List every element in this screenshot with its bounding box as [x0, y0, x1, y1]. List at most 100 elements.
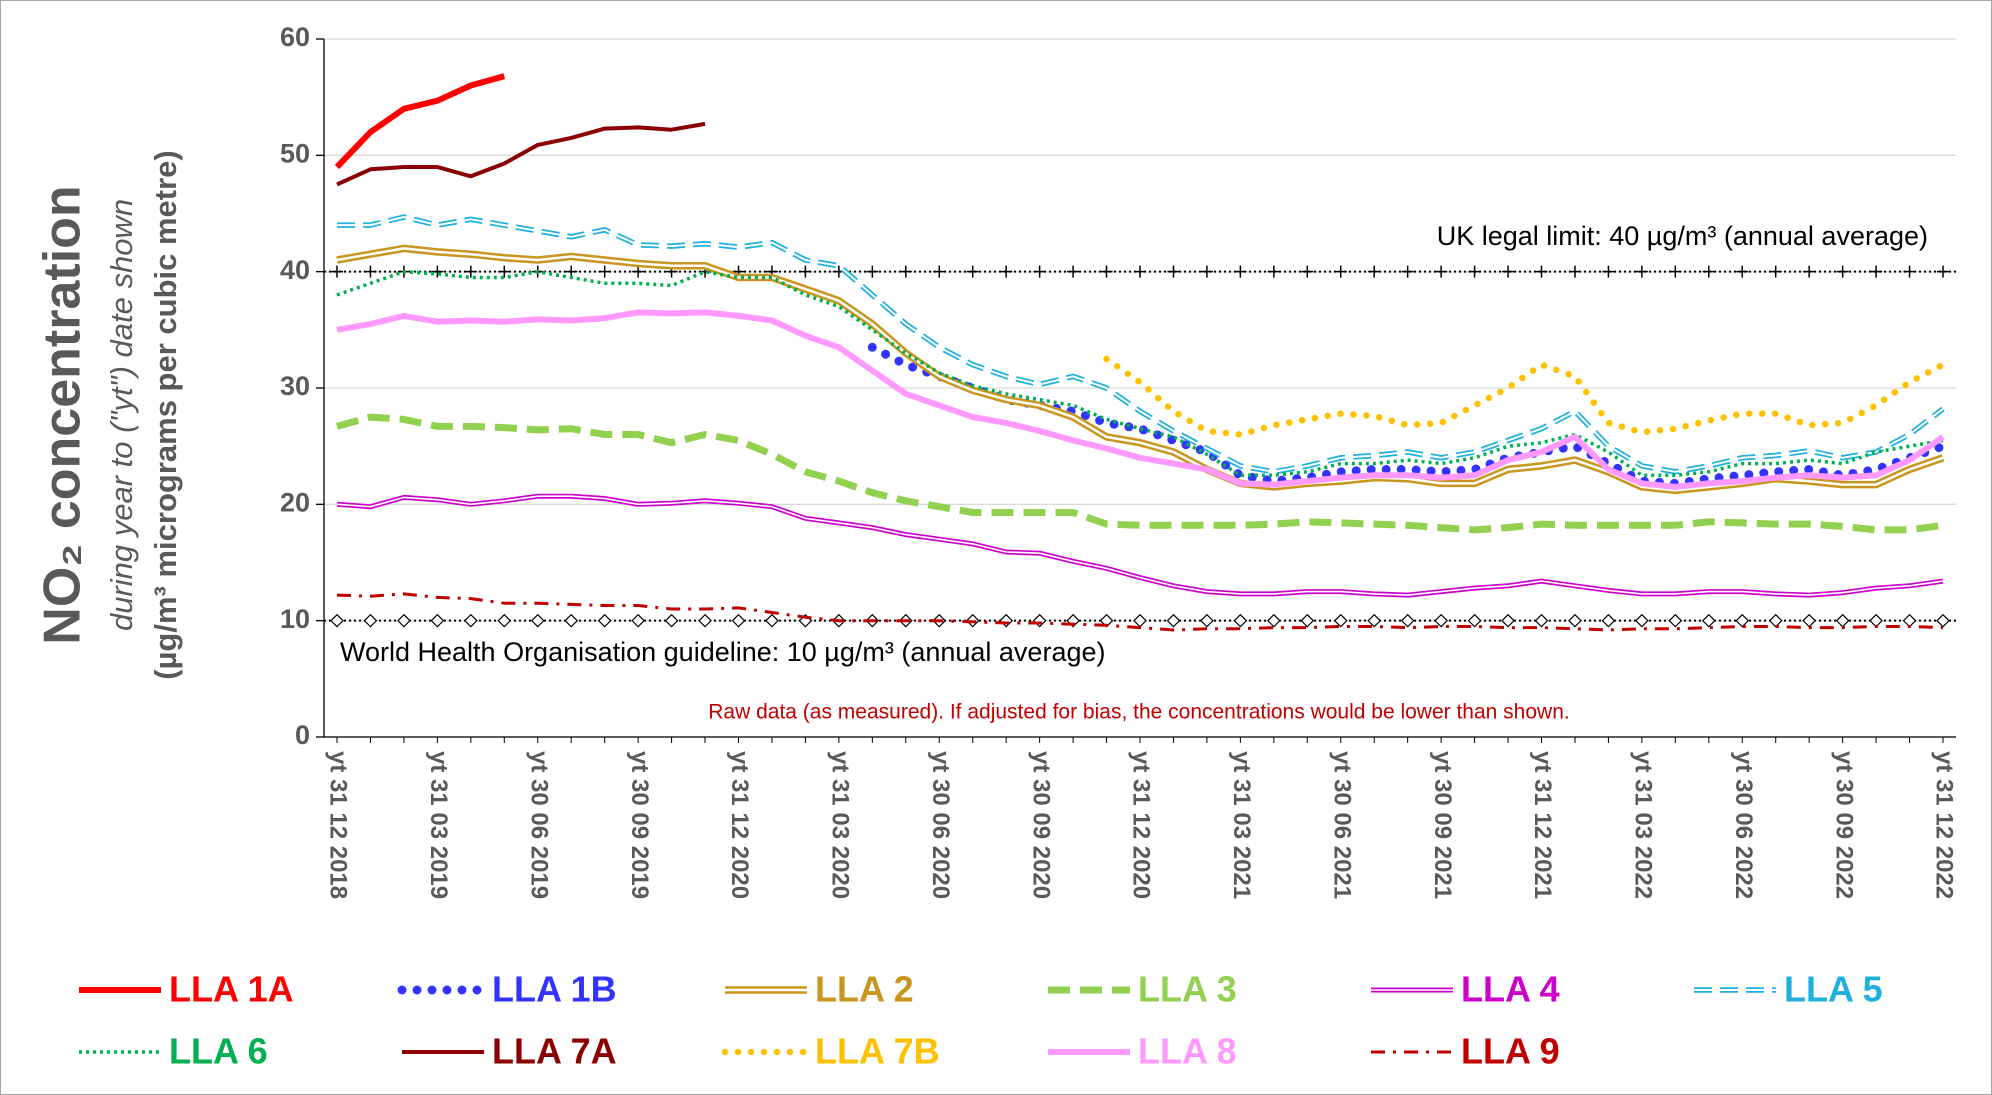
reference-marker [1602, 265, 1615, 278]
reference-marker [364, 265, 377, 278]
reference-marker [1033, 265, 1046, 278]
reference-marker [430, 613, 445, 628]
series-line [336, 413, 1944, 534]
reference-marker [1401, 265, 1414, 278]
x-tick-label: yt 31 12 2020 [1128, 751, 1155, 899]
y-tick-label: 40 [280, 255, 310, 285]
reference-marker [1434, 613, 1448, 628]
x-tick-label: yt 31 03 2021 [1228, 751, 1255, 899]
x-tick-label: yt 30 06 2019 [525, 751, 552, 899]
y-tick-label: 60 [280, 22, 310, 52]
reference-marker [1266, 613, 1281, 628]
legend-label: LLA 9 [1461, 1031, 1560, 1072]
reference-marker [698, 613, 712, 628]
reference-marker [598, 265, 611, 278]
x-tick-label: yt 30 09 2021 [1429, 751, 1456, 899]
series-line [336, 121, 706, 187]
y-tick-label: 0 [295, 720, 310, 750]
reference-marker [363, 613, 378, 628]
reference-marker [1735, 613, 1750, 628]
reference-marker [1534, 613, 1549, 628]
reference-marker [1768, 613, 1783, 628]
reference-marker [899, 265, 912, 278]
reference-marker [1467, 613, 1482, 628]
y-tick-label: 10 [280, 604, 310, 634]
reference-marker [1301, 265, 1314, 278]
reference-marker [933, 265, 946, 278]
y-axis-title: NO₂ concentration [34, 185, 92, 644]
reference-marker [664, 613, 679, 628]
reference-marker [1635, 265, 1648, 278]
reference-marker [530, 613, 545, 628]
reference-marker [597, 613, 612, 628]
reference-marker [1067, 265, 1080, 278]
reference-marker [1568, 265, 1581, 278]
legend-label: LLA 2 [815, 969, 914, 1010]
reference-marker [1367, 613, 1382, 628]
reference-marker [1669, 265, 1682, 278]
x-tick-label: yt 30 09 2022 [1830, 751, 1857, 899]
series-line-inner [337, 216, 1944, 473]
reference-marker [799, 265, 812, 278]
series-line [1103, 355, 1947, 438]
reference-marker [765, 613, 779, 628]
legend-label: LLA 5 [1784, 969, 1883, 1010]
reference-marker [1166, 613, 1181, 628]
x-tick-label: yt 30 09 2020 [1027, 751, 1054, 899]
reference-marker [1233, 613, 1248, 628]
legend-label: LLA 4 [1461, 969, 1560, 1010]
series-line [336, 269, 1944, 478]
x-tick-label: yt 30 06 2022 [1730, 751, 1757, 899]
reference-marker [1701, 613, 1716, 628]
x-tick-label: yt 30 06 2021 [1328, 751, 1355, 899]
reference-marker [1334, 265, 1347, 278]
reference-marker [564, 613, 579, 628]
x-tick-label: yt 31 12 2020 [726, 751, 753, 899]
y-axis-units: (µg/m³ micrograms per cubic metre) [148, 150, 183, 680]
reference-marker [565, 265, 578, 278]
reference-marker [1937, 265, 1949, 278]
reference-marker [1803, 265, 1816, 278]
reference-marker [1501, 613, 1515, 628]
reference-marker [1368, 265, 1381, 278]
y-axis-subtitle: during year to ("yt") date shown [104, 199, 139, 631]
x-tick-label: yt 31 03 2019 [425, 751, 452, 899]
reference-marker [1836, 265, 1849, 278]
series-line-inner [336, 495, 1944, 596]
reference-marker [1167, 265, 1180, 278]
x-tick-label: yt 31 03 2020 [827, 751, 854, 899]
reference-marker [1502, 265, 1515, 278]
reference-marker [1267, 265, 1280, 278]
reference-marker [1769, 265, 1782, 278]
reference-marker [1134, 265, 1146, 278]
reference-marker [1535, 265, 1548, 278]
reference-marker [1100, 265, 1113, 278]
reference-label: UK legal limit: 40 µg/m³ (annual average… [1437, 221, 1928, 251]
reference-marker [464, 265, 477, 278]
series-line-inner [336, 247, 1944, 492]
reference-marker [1234, 265, 1247, 278]
series-line [334, 73, 506, 170]
legend-label: LLA 3 [1138, 969, 1237, 1010]
y-tick-label: 50 [280, 138, 310, 168]
legend-label: LLA 7A [492, 1031, 617, 1072]
series-line [336, 309, 1945, 490]
x-tick-label: yt 31 12 2018 [325, 751, 352, 899]
series-line [867, 342, 1948, 488]
reference-marker [1635, 613, 1649, 628]
reference-marker [1300, 613, 1315, 628]
x-tick-label: yt 31 03 2022 [1630, 751, 1657, 899]
reference-marker [731, 613, 746, 628]
reference-marker [1468, 265, 1481, 278]
reference-label: World Health Organisation guideline: 10 … [340, 637, 1105, 667]
x-tick-label: yt 30 09 2019 [626, 751, 653, 899]
reference-marker [866, 265, 879, 278]
reference-marker [1000, 265, 1013, 278]
reference-marker [331, 265, 343, 278]
legend-label: LLA 1B [492, 969, 617, 1010]
reference-marker [1736, 265, 1749, 278]
reference-marker [966, 265, 979, 278]
reference-marker [1702, 265, 1715, 278]
legend-label: LLA 1A [169, 969, 294, 1010]
